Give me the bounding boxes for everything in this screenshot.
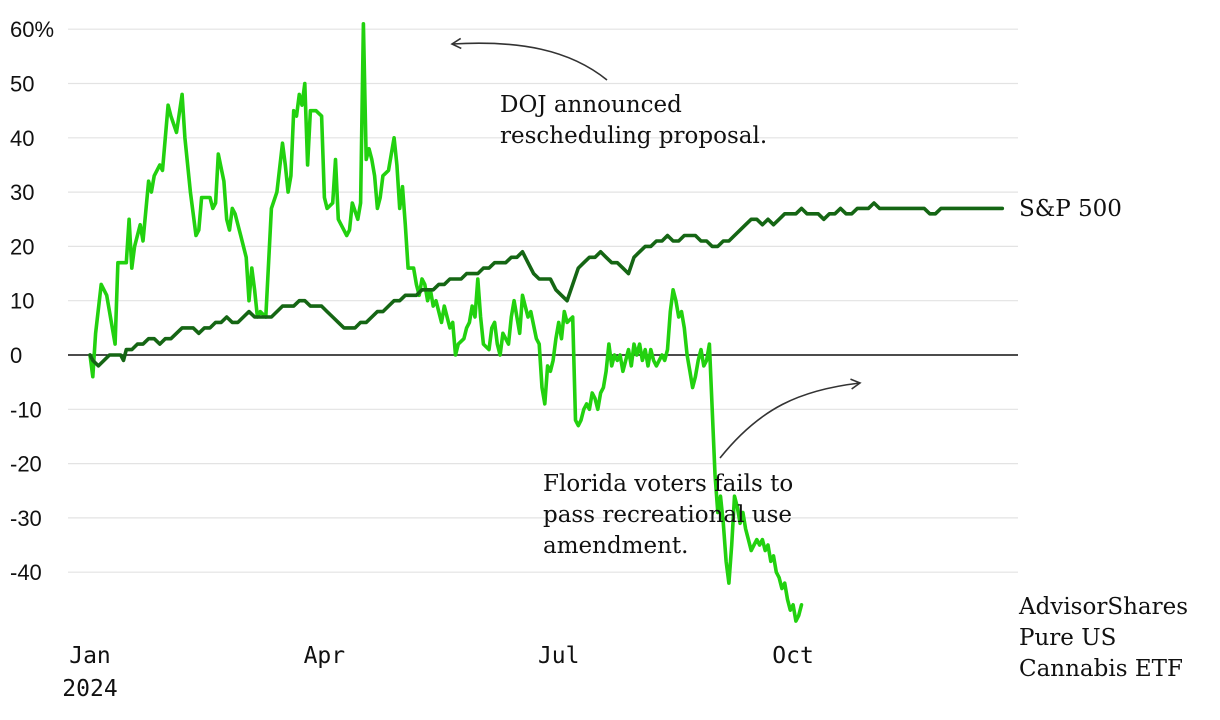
x-axis: Jan 2024 Apr Jul Oct <box>62 643 814 702</box>
doj-annotation-text: DOJ announced rescheduling proposal. <box>500 92 767 149</box>
y-tick-label: 30 <box>10 180 34 205</box>
florida-annotation-arrow <box>719 378 862 459</box>
cannabis-etf-label-line: Cannabis ETF <box>1019 656 1183 682</box>
y-tick-label: -10 <box>10 397 42 422</box>
y-tick-label: 40 <box>10 126 34 151</box>
cannabis-etf-series-label: AdvisorShares Pure US Cannabis ETF <box>1018 594 1195 682</box>
y-tick-label: -20 <box>10 452 42 477</box>
x-tick-sublabel: 2024 <box>62 676 117 702</box>
florida-annotation-line: amendment. <box>543 533 688 559</box>
doj-annotation-arrow <box>450 37 608 81</box>
doj-annotation-line: DOJ announced <box>500 92 682 118</box>
florida-annotation-text: Florida voters fails to pass recreationa… <box>543 471 801 559</box>
y-tick-label: -40 <box>10 560 42 585</box>
x-tick-label: Oct <box>772 643 814 669</box>
sp500-series-label: S&P 500 <box>1019 196 1122 222</box>
cannabis-etf-label-line: Pure US <box>1019 625 1116 651</box>
x-tick-label: Jul <box>538 643 580 669</box>
y-tick-label: 10 <box>10 289 34 314</box>
x-tick-label: Apr <box>304 643 346 669</box>
cannabis-etf-line <box>88 21 804 623</box>
cannabis-etf-label-line: AdvisorShares <box>1018 594 1188 620</box>
florida-annotation-line: pass recreational use <box>543 502 792 528</box>
y-tick-label: 0 <box>10 343 22 368</box>
y-tick-label: 20 <box>10 234 34 259</box>
series-lines <box>88 21 1005 623</box>
y-tick-label: -30 <box>10 506 42 531</box>
y-tick-label: 60% <box>10 17 54 42</box>
y-tick-label: 50 <box>10 72 34 97</box>
y-axis: 60% 50 40 30 20 10 0 -10 -20 -30 -40 <box>10 17 54 585</box>
doj-annotation-line: rescheduling proposal. <box>500 123 767 149</box>
florida-annotation-line: Florida voters fails to <box>543 471 793 497</box>
sp500-line <box>88 201 1005 368</box>
x-tick-label: Jan <box>69 643 111 669</box>
